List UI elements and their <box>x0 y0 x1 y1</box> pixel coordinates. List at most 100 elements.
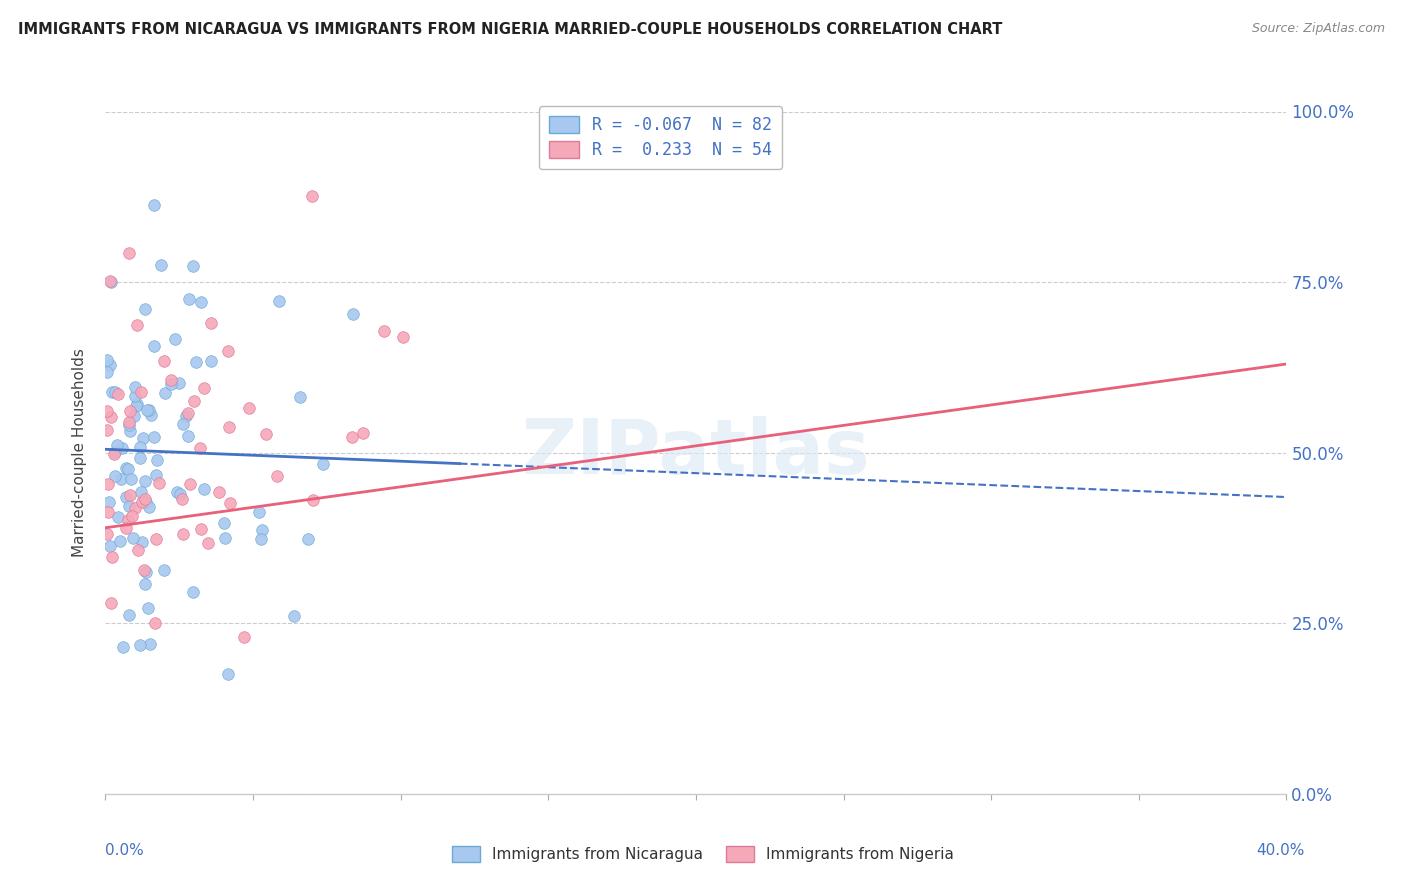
Point <box>172 527 194 541</box>
Point <box>190 522 212 536</box>
Point <box>184 355 207 369</box>
Legend: Immigrants from Nicaragua, Immigrants from Nigeria: Immigrants from Nicaragua, Immigrants fr… <box>446 840 960 868</box>
Point <box>153 385 176 400</box>
Point <box>139 637 162 651</box>
Point <box>98 539 121 553</box>
Point <box>96 424 118 438</box>
Point <box>97 505 120 519</box>
Point <box>297 532 319 546</box>
Point <box>105 437 128 451</box>
Point <box>266 469 288 483</box>
Point <box>100 385 122 400</box>
Point <box>100 596 122 610</box>
Point <box>132 431 155 445</box>
Point <box>122 409 145 423</box>
Point <box>172 417 194 432</box>
Point <box>125 399 148 413</box>
Point <box>100 410 122 425</box>
Point <box>183 394 205 409</box>
Point <box>111 640 134 654</box>
Point <box>290 390 312 404</box>
Point <box>98 495 121 509</box>
Point <box>145 532 167 546</box>
Point <box>96 352 118 367</box>
Point <box>142 198 165 212</box>
Point <box>254 426 277 441</box>
Text: IMMIGRANTS FROM NICARAGUA VS IMMIGRANTS FROM NIGERIA MARRIED-COUPLE HOUSEHOLDS C: IMMIGRANTS FROM NICARAGUA VS IMMIGRANTS … <box>18 22 1002 37</box>
Point <box>134 492 156 507</box>
Point <box>129 450 152 465</box>
Point <box>312 458 335 472</box>
Point <box>131 495 153 509</box>
Point <box>247 505 270 519</box>
Point <box>152 563 174 577</box>
Point <box>118 608 141 623</box>
Point <box>283 608 305 623</box>
Point <box>138 402 160 417</box>
Point <box>163 332 186 346</box>
Point <box>373 324 395 338</box>
Point <box>101 550 124 565</box>
Point <box>129 638 152 652</box>
Point <box>118 424 141 438</box>
Point <box>208 485 231 500</box>
Point <box>103 384 125 399</box>
Point <box>146 453 169 467</box>
Point <box>135 566 157 580</box>
Point <box>238 401 260 415</box>
Point <box>100 274 122 288</box>
Point <box>217 344 239 359</box>
Point <box>97 477 120 491</box>
Point <box>142 339 165 353</box>
Point <box>183 585 205 599</box>
Point <box>340 430 363 444</box>
Point <box>149 258 172 272</box>
Point <box>124 389 146 403</box>
Point <box>233 630 256 644</box>
Point <box>103 447 125 461</box>
Point <box>172 491 194 506</box>
Point <box>138 500 160 514</box>
Point <box>118 488 141 502</box>
Point <box>134 475 156 489</box>
Point <box>218 496 240 510</box>
Point <box>177 429 200 443</box>
Point <box>129 485 152 500</box>
Point <box>145 467 167 482</box>
Point <box>159 377 181 392</box>
Point <box>136 402 159 417</box>
Point <box>193 482 215 496</box>
Point <box>352 425 374 440</box>
Point <box>139 408 162 422</box>
Text: ZIPatlas: ZIPatlas <box>522 416 870 490</box>
Point <box>250 532 273 546</box>
Point <box>117 415 139 429</box>
Point <box>160 373 183 387</box>
Point <box>104 445 127 459</box>
Point <box>145 615 167 630</box>
Point <box>134 301 156 316</box>
Point <box>179 477 201 491</box>
Point <box>117 513 139 527</box>
Point <box>153 354 176 368</box>
Point <box>131 534 153 549</box>
Point <box>174 409 197 423</box>
Point <box>124 501 146 516</box>
Point <box>118 404 141 418</box>
Point <box>115 491 138 505</box>
Point <box>342 307 364 321</box>
Point <box>269 294 291 309</box>
Point <box>200 316 222 330</box>
Point <box>129 384 152 399</box>
Point <box>111 442 134 456</box>
Point <box>301 493 323 508</box>
Point <box>107 510 129 524</box>
Point <box>250 523 273 537</box>
Point <box>136 600 159 615</box>
Point <box>132 563 155 577</box>
Point <box>190 295 212 310</box>
Point <box>218 420 240 434</box>
Point <box>100 275 122 289</box>
Text: 40.0%: 40.0% <box>1257 843 1305 857</box>
Point <box>96 527 118 541</box>
